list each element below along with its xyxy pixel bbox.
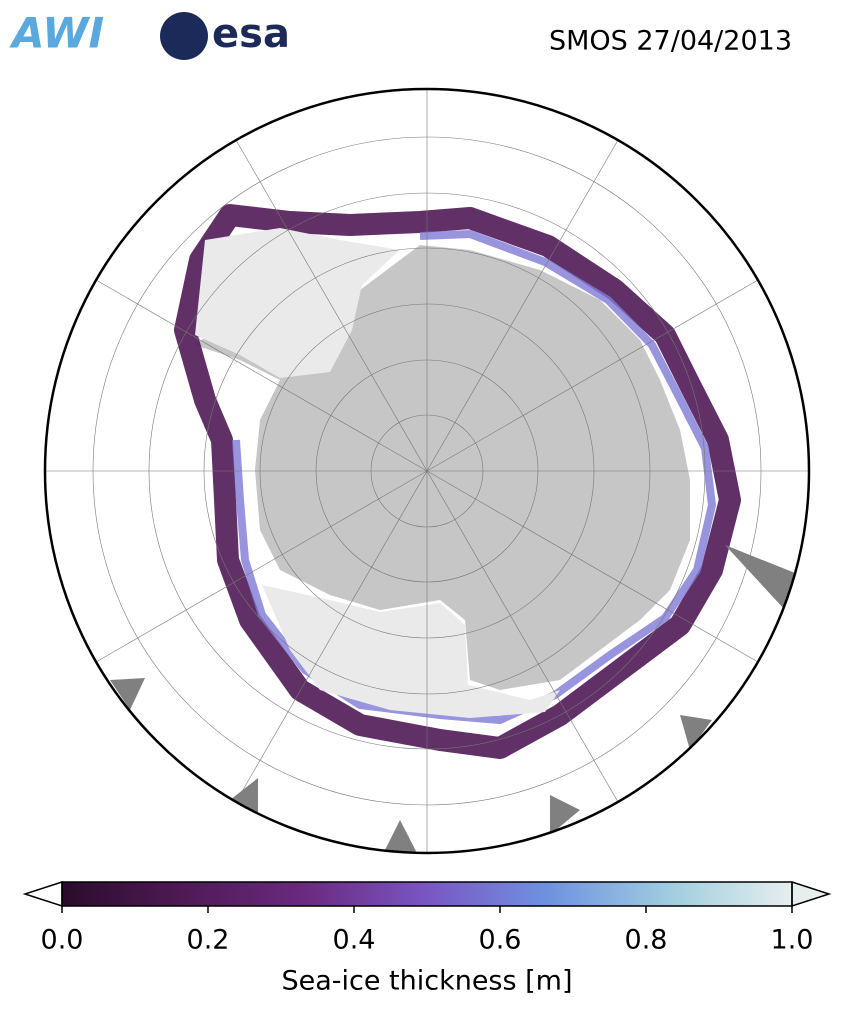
tick-label: 1.0: [771, 925, 814, 956]
map-boundary: [43, 87, 811, 855]
meridians: [45, 89, 809, 853]
map: [45, 89, 809, 853]
continent: [195, 245, 690, 690]
ross-ice: [262, 585, 560, 718]
tick-label: 0.0: [41, 925, 84, 956]
colorbar-extend-max: [791, 880, 832, 908]
map-title: SMOS 27/04/2013: [549, 26, 792, 57]
esa-logo: esa: [212, 11, 290, 57]
colorbar-frame: [61, 881, 793, 907]
colorbar: 0.0 0.2 0.4 0.6 0.8 1.0: [22, 880, 832, 956]
colorbar-extend-min: [22, 880, 63, 908]
awi-logo: AWI: [9, 9, 104, 58]
esa-logo-mark: [160, 12, 208, 60]
tick-label: 0.4: [333, 925, 376, 956]
colorbar-label: Sea-ice thickness [m]: [281, 966, 572, 997]
tick-label: 0.6: [479, 925, 522, 956]
tick-label: 0.2: [187, 925, 230, 956]
sea-ice-inner: [232, 229, 717, 725]
colorbar-gradient: [62, 882, 792, 906]
tick-label: 0.8: [625, 925, 668, 956]
sea-ice-edge: [174, 204, 741, 759]
